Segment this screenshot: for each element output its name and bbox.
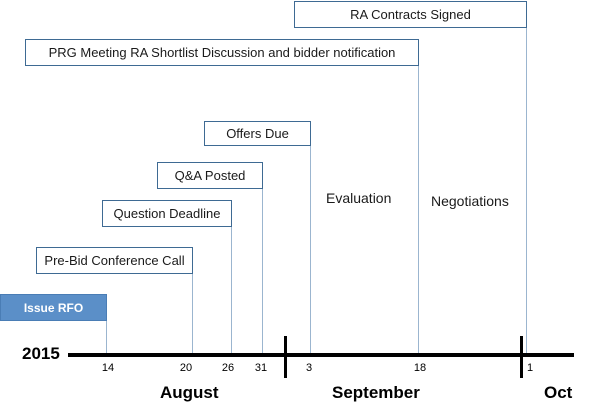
connector-line-sept-18 (418, 64, 419, 356)
milestone-ra-contracts-signed: RA Contracts Signed (294, 1, 527, 28)
tick-label: 31 (254, 362, 268, 374)
connector-line-sept-3 (310, 145, 311, 356)
month-label-september: September (332, 383, 420, 402)
timeline-axis (68, 353, 574, 357)
milestone-offers-due: Offers Due (204, 121, 311, 146)
milestone-question-deadline: Question Deadline (102, 200, 232, 227)
month-separator-sep-oct (520, 336, 523, 378)
milestone-issue-rfo: Issue RFO (0, 294, 107, 321)
milestone-prg-meeting: PRG Meeting RA Shortlist Discussion and … (25, 39, 419, 66)
tick-label: 3 (305, 362, 313, 374)
milestone-qa-posted: Q&A Posted (157, 162, 263, 189)
month-separator-aug-sep (284, 336, 287, 378)
year-label: 2015 (22, 344, 60, 363)
phase-evaluation: Evaluation (326, 190, 392, 206)
milestone-pre-bid-conference-call: Pre-Bid Conference Call (36, 247, 193, 274)
connector-line-aug-31 (262, 188, 263, 356)
month-label-august: August (160, 383, 219, 402)
tick-label: 26 (221, 362, 235, 374)
tick-label: 14 (101, 362, 115, 374)
connector-line-aug-26 (231, 226, 232, 356)
tick-label: 20 (179, 362, 193, 374)
month-label-oct: Oct (544, 383, 573, 402)
tick-label: 1 (526, 362, 534, 374)
connector-line-sept-1 (526, 26, 527, 356)
connector-line-aug-20 (192, 273, 193, 356)
connector-line-aug-14 (106, 320, 107, 356)
tick-label: 18 (413, 362, 427, 374)
phase-negotiations: Negotiations (431, 193, 509, 209)
